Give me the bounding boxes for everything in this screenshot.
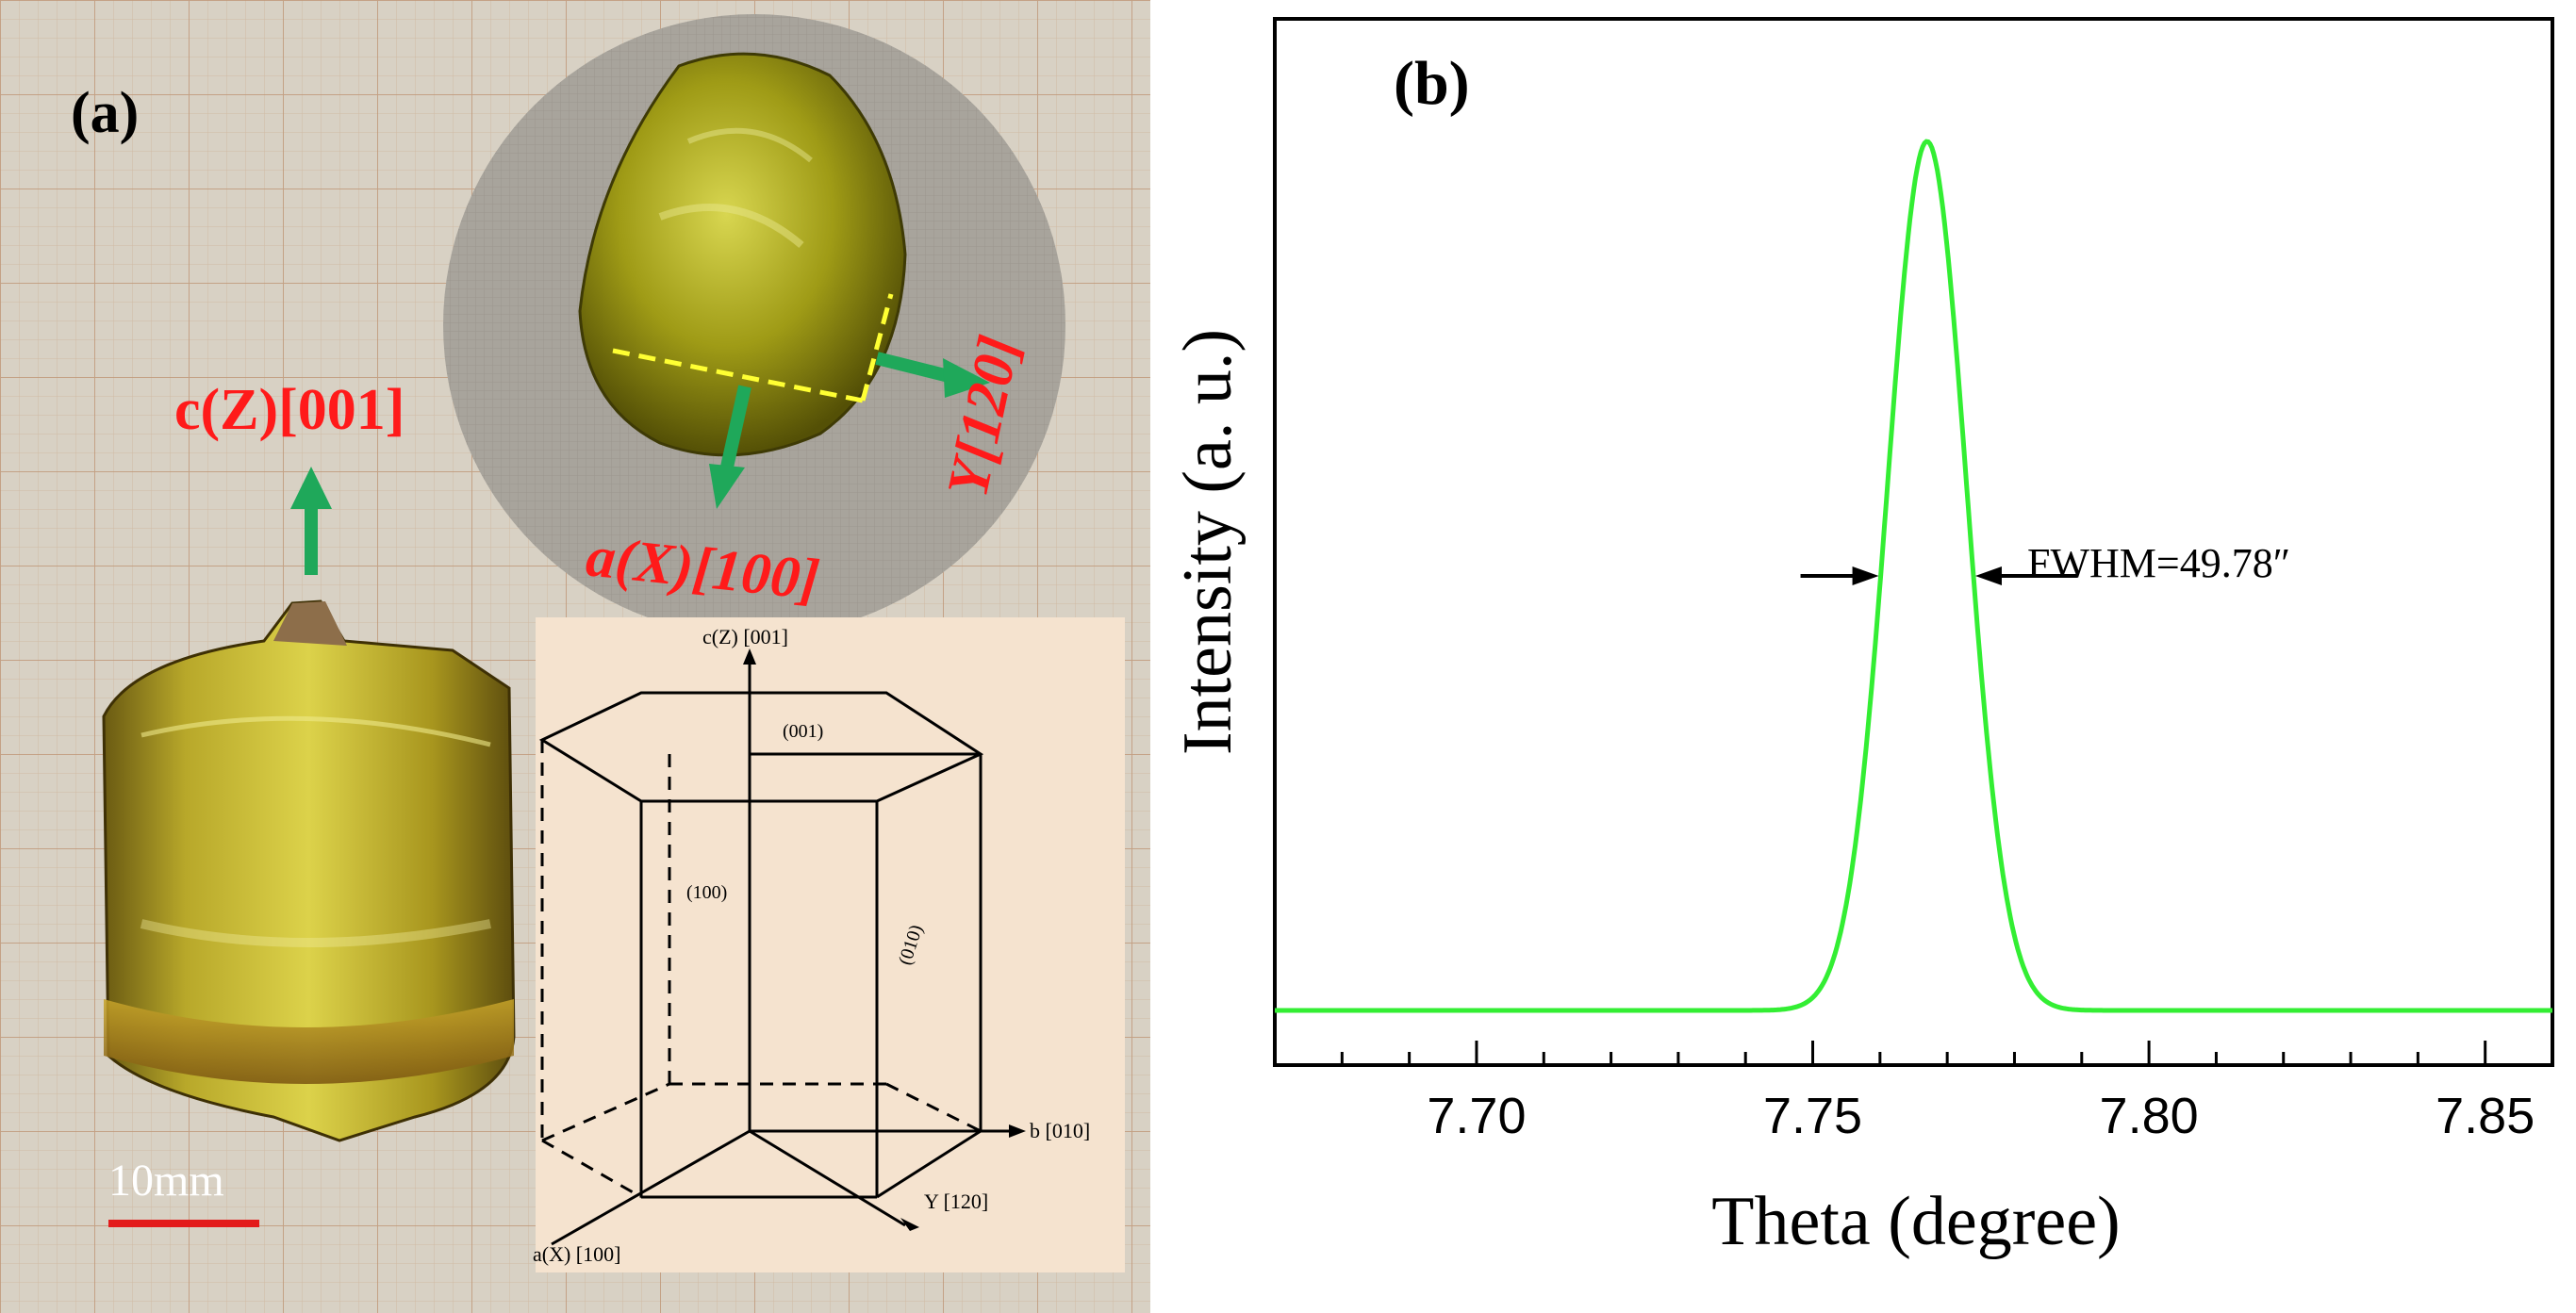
axis-c-label: c(Z)[001] <box>174 378 405 442</box>
inset-crystal-diagram: c(Z) [001] b [010] Y [120] a(X) [100] (0… <box>533 617 1125 1272</box>
x-tick-label: 7.80 <box>2100 1088 2199 1144</box>
arrow-y-axis <box>875 352 990 398</box>
panel-a-label: (a) <box>71 81 139 145</box>
crystal-boule <box>102 599 516 1142</box>
fwhm-arrow-right <box>1974 566 2077 585</box>
panel-a: (a) a(X)[100] Y[120] c(Z)[001] 10mm <box>0 0 1150 1313</box>
x-axis-ticks <box>1273 1041 2554 1065</box>
fwhm-arrow-left <box>1800 566 1879 585</box>
scale-bar-label: 10mm <box>108 1156 224 1206</box>
panel-b: (b) 7.70 7.75 7.80 7.85 Theta (degree) Inte… <box>1169 17 2554 1260</box>
inset-c-axis: c(Z) [001] <box>702 625 788 648</box>
arrow-a-axis <box>709 385 751 509</box>
panel-b-label: (b) <box>1394 49 1470 118</box>
rocking-curve-line <box>1275 139 2552 1013</box>
x-tick-label: 7.85 <box>2436 1088 2535 1144</box>
arrow-c-axis <box>290 467 332 575</box>
inset-y-axis: Y [120] <box>924 1190 988 1213</box>
x-axis-label: Theta (degree) <box>1711 1183 2120 1260</box>
inset-a-axis: a(X) [100] <box>533 1242 620 1266</box>
y-axis-label: Intensity (a. u.) <box>1169 329 1247 755</box>
inset-b-axis: b [010] <box>1030 1119 1090 1142</box>
inset-face-100: (100) <box>686 882 727 903</box>
fwhm-annotation: FWHM=49.78″ <box>2027 540 2290 586</box>
inset-face-001: (001) <box>783 721 823 742</box>
gem-crystal <box>578 52 907 457</box>
x-tick-label: 7.75 <box>1763 1088 1862 1144</box>
x-axis-tick-labels: 7.70 7.75 7.80 7.85 <box>1427 1088 2535 1144</box>
x-tick-label: 7.70 <box>1427 1088 1526 1144</box>
